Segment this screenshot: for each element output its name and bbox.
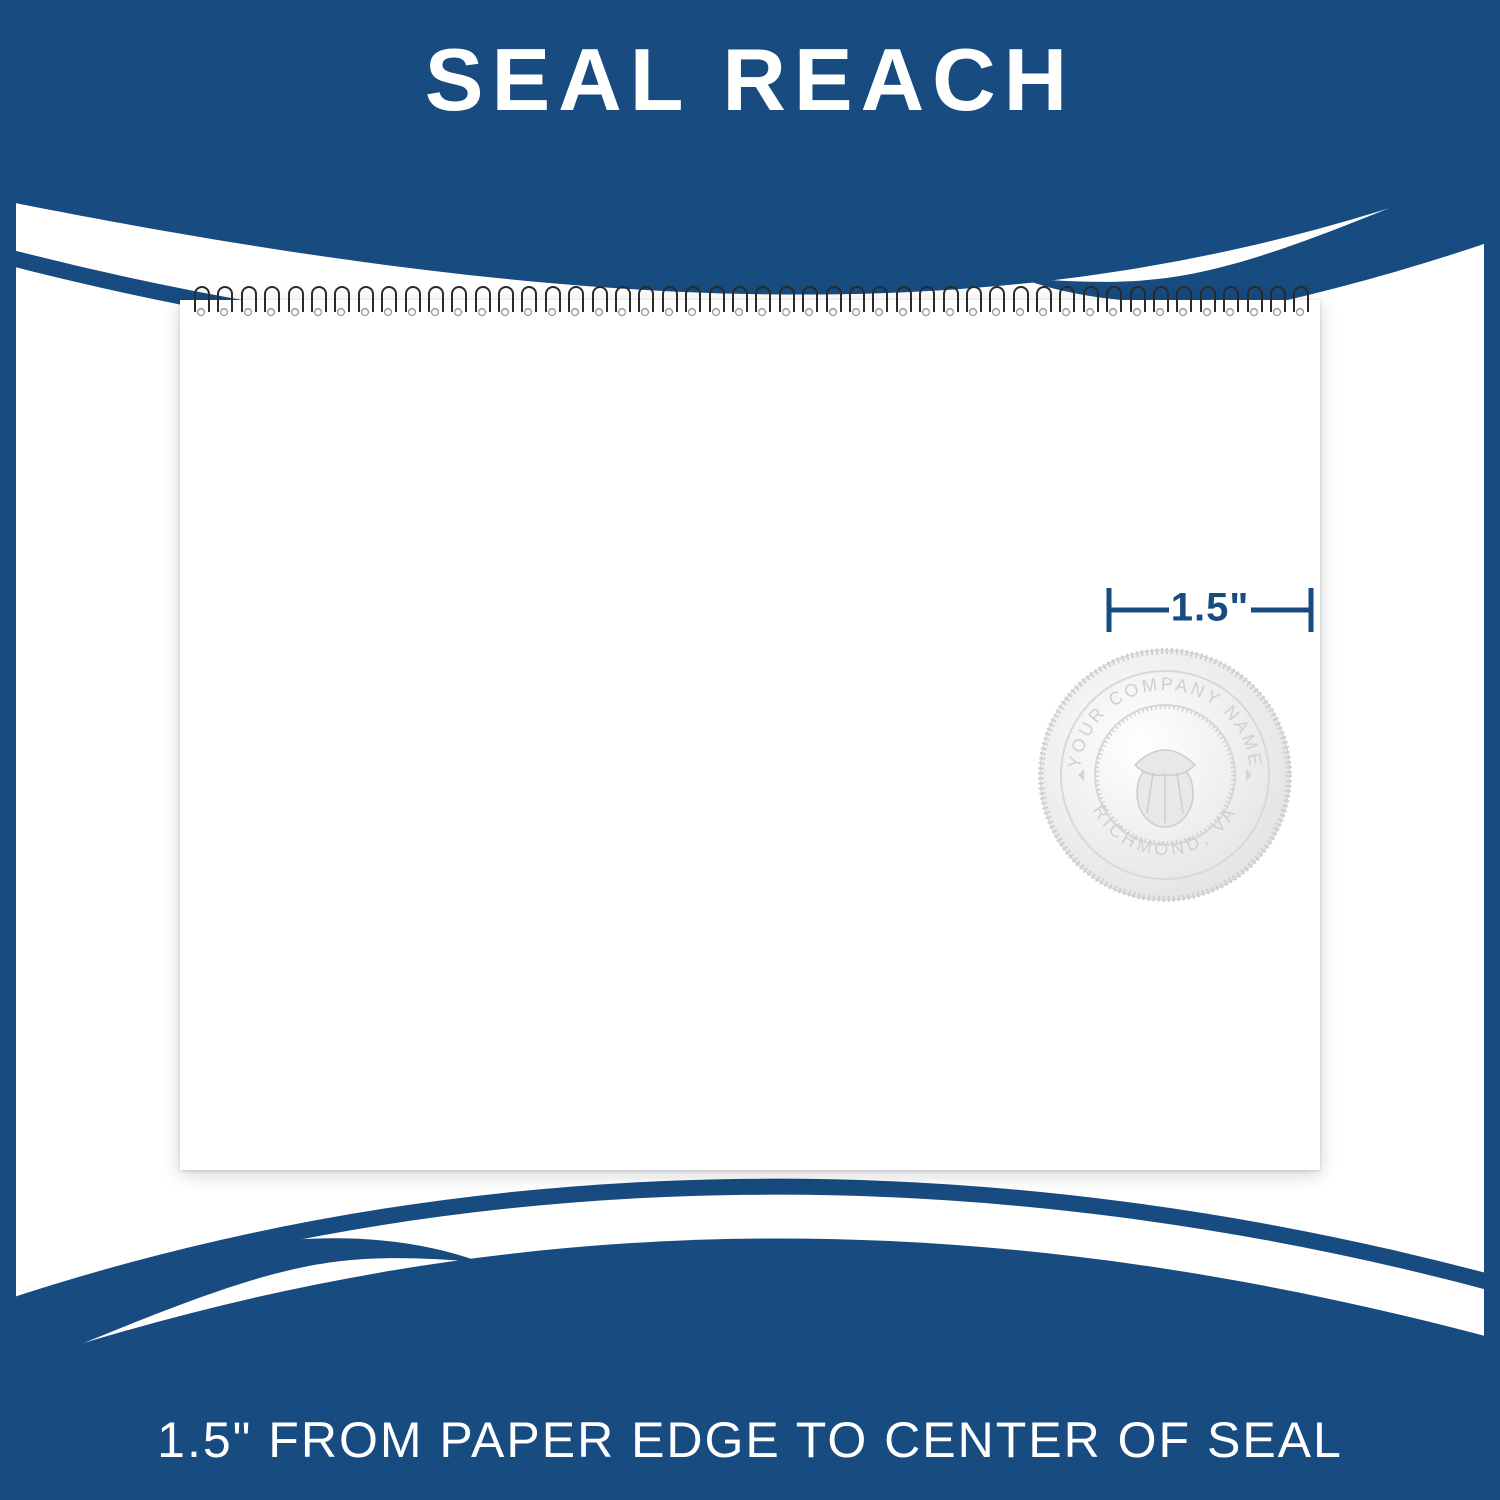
spiral-ring xyxy=(1034,286,1050,322)
spiral-ring xyxy=(286,286,302,322)
spiral-ring xyxy=(496,286,512,322)
spiral-ring xyxy=(660,286,676,322)
spiral-ring xyxy=(824,286,840,322)
spiral-ring xyxy=(1057,286,1073,322)
spiral-ring xyxy=(379,286,395,322)
spiral-ring xyxy=(1291,286,1307,322)
spiral-ring xyxy=(1128,286,1144,322)
spiral-ring xyxy=(356,286,372,322)
measurement-label: 1.5" xyxy=(1171,585,1250,630)
spiral-ring xyxy=(1198,286,1214,322)
spiral-ring xyxy=(262,286,278,322)
spiral-ring xyxy=(426,286,442,322)
spiral-ring xyxy=(449,286,465,322)
spiral-ring xyxy=(1221,286,1237,322)
spiral-ring xyxy=(473,286,489,322)
spiral-binding xyxy=(192,286,1308,322)
spiral-ring xyxy=(1011,286,1027,322)
spiral-ring xyxy=(403,286,419,322)
spiral-ring xyxy=(1245,286,1261,322)
measurement-indicator: 1.5" xyxy=(1105,585,1315,635)
spiral-ring xyxy=(332,286,348,322)
spiral-ring xyxy=(1174,286,1190,322)
spiral-ring xyxy=(730,286,746,322)
spiral-ring xyxy=(590,286,606,322)
spiral-ring xyxy=(566,286,582,322)
spiral-ring xyxy=(800,286,816,322)
footer-text: 1.5" FROM PAPER EDGE TO CENTER OF SEAL xyxy=(157,1411,1343,1469)
spiral-ring xyxy=(613,286,629,322)
footer-band: 1.5" FROM PAPER EDGE TO CENTER OF SEAL xyxy=(0,1380,1500,1500)
spiral-ring xyxy=(753,286,769,322)
spiral-ring xyxy=(1104,286,1120,322)
spiral-ring xyxy=(239,286,255,322)
spiral-ring xyxy=(1151,286,1167,322)
spiral-ring xyxy=(1081,286,1097,322)
spiral-ring xyxy=(1268,286,1284,322)
spiral-ring xyxy=(777,286,793,322)
spiral-ring xyxy=(519,286,535,322)
spiral-ring xyxy=(894,286,910,322)
spiral-ring xyxy=(941,286,957,322)
spiral-ring xyxy=(192,286,208,322)
spiral-ring xyxy=(309,286,325,322)
header-band: SEAL REACH xyxy=(0,0,1500,160)
spiral-ring xyxy=(847,286,863,322)
spiral-ring xyxy=(917,286,933,322)
spiral-ring xyxy=(870,286,886,322)
spiral-ring xyxy=(707,286,723,322)
spiral-ring xyxy=(543,286,559,322)
spiral-ring xyxy=(636,286,652,322)
spiral-ring xyxy=(215,286,231,322)
page-title: SEAL REACH xyxy=(425,29,1075,131)
spiral-ring xyxy=(964,286,980,322)
spiral-ring xyxy=(683,286,699,322)
embossed-seal: YOUR COMPANY NAME RICHMOND, VA xyxy=(1035,645,1295,905)
spiral-ring xyxy=(987,286,1003,322)
